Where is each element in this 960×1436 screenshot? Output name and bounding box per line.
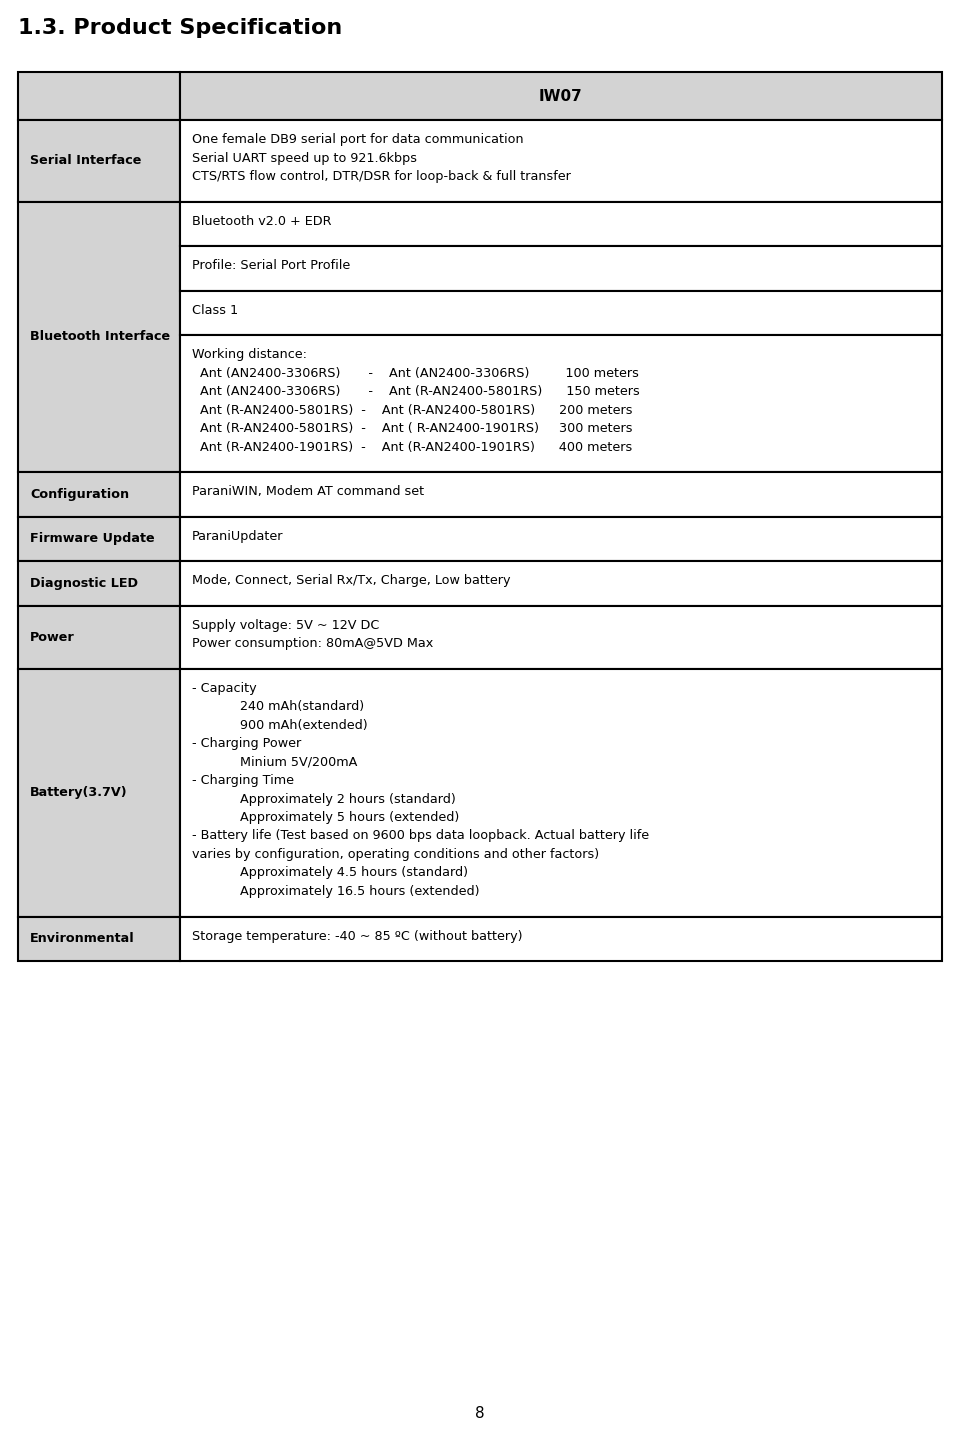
Bar [18, 669, 180, 916]
Text: Ant (AN2400-3306RS)       -    Ant (AN2400-3306RS)         100 meters: Ant (AN2400-3306RS) - Ant (AN2400-3306RS… [192, 366, 638, 379]
Bar [18, 72, 180, 121]
Text: Diagnostic LED: Diagnostic LED [30, 577, 138, 590]
Bar [180, 290, 942, 335]
Bar [18, 201, 180, 472]
Bar [180, 246, 942, 290]
Text: Ant (R-AN2400-1901RS)  -    Ant (R-AN2400-1901RS)      400 meters: Ant (R-AN2400-1901RS) - Ant (R-AN2400-19… [192, 441, 633, 454]
Text: Minium 5V/200mA: Minium 5V/200mA [192, 755, 357, 768]
Text: Ant (R-AN2400-5801RS)  -    Ant ( R-AN2400-1901RS)     300 meters: Ant (R-AN2400-5801RS) - Ant ( R-AN2400-1… [192, 422, 633, 435]
Bar [18, 561, 180, 606]
Bar [180, 669, 942, 916]
Bar [18, 517, 180, 561]
Text: ParaniWIN, Modem AT command set: ParaniWIN, Modem AT command set [192, 485, 424, 498]
Text: Class 1: Class 1 [192, 303, 238, 316]
Text: - Capacity: - Capacity [192, 682, 256, 695]
Text: Approximately 2 hours (standard): Approximately 2 hours (standard) [192, 793, 456, 806]
Bar [180, 72, 942, 121]
Bar [180, 201, 942, 246]
Bar [180, 606, 942, 669]
Text: Bluetooth v2.0 + EDR: Bluetooth v2.0 + EDR [192, 214, 331, 227]
Bar [180, 561, 942, 606]
Text: Firmware Update: Firmware Update [30, 533, 155, 546]
Text: CTS/RTS flow control, DTR/DSR for loop-back & full transfer: CTS/RTS flow control, DTR/DSR for loop-b… [192, 169, 571, 182]
Text: Storage temperature: -40 ~ 85 ºC (without battery): Storage temperature: -40 ~ 85 ºC (withou… [192, 929, 522, 942]
Text: - Battery life (Test based on 9600 bps data loopback. Actual battery life: - Battery life (Test based on 9600 bps d… [192, 830, 649, 843]
Text: varies by configuration, operating conditions and other factors): varies by configuration, operating condi… [192, 849, 599, 862]
Text: 8: 8 [475, 1406, 485, 1422]
Bar [180, 335, 942, 472]
Text: Approximately 16.5 hours (extended): Approximately 16.5 hours (extended) [192, 885, 479, 898]
Text: - Charging Power: - Charging Power [192, 737, 301, 750]
Text: Working distance:: Working distance: [192, 348, 307, 360]
Bar [180, 472, 942, 517]
Text: Configuration: Configuration [30, 488, 130, 501]
Bar [180, 916, 942, 961]
Text: Serial UART speed up to 921.6kbps: Serial UART speed up to 921.6kbps [192, 152, 417, 165]
Text: Battery(3.7V): Battery(3.7V) [30, 785, 128, 798]
Text: Profile: Serial Port Profile: Profile: Serial Port Profile [192, 258, 350, 271]
Text: Ant (R-AN2400-5801RS)  -    Ant (R-AN2400-5801RS)      200 meters: Ant (R-AN2400-5801RS) - Ant (R-AN2400-58… [192, 404, 633, 416]
Text: Bluetooth Interface: Bluetooth Interface [30, 330, 170, 343]
Bar [180, 121, 942, 201]
Text: 900 mAh(extended): 900 mAh(extended) [192, 718, 368, 731]
Bar [18, 916, 180, 961]
Text: One female DB9 serial port for data communication: One female DB9 serial port for data comm… [192, 134, 523, 146]
Text: ParaniUpdater: ParaniUpdater [192, 530, 283, 543]
Text: 240 mAh(standard): 240 mAh(standard) [192, 699, 364, 714]
Text: 1.3. Product Specification: 1.3. Product Specification [18, 19, 343, 37]
Bar [18, 121, 180, 201]
Text: Power: Power [30, 630, 75, 643]
Text: Approximately 5 hours (extended): Approximately 5 hours (extended) [192, 811, 459, 824]
Text: Mode, Connect, Serial Rx/Tx, Charge, Low battery: Mode, Connect, Serial Rx/Tx, Charge, Low… [192, 574, 511, 587]
Text: - Charging Time: - Charging Time [192, 774, 294, 787]
Bar [18, 472, 180, 517]
Text: Environmental: Environmental [30, 932, 134, 945]
Bar [18, 606, 180, 669]
Text: Serial Interface: Serial Interface [30, 154, 141, 167]
Text: Approximately 4.5 hours (standard): Approximately 4.5 hours (standard) [192, 866, 468, 879]
Text: Power consumption: 80mA@5VD Max: Power consumption: 80mA@5VD Max [192, 638, 433, 651]
Text: Supply voltage: 5V ~ 12V DC: Supply voltage: 5V ~ 12V DC [192, 619, 379, 632]
Text: Ant (AN2400-3306RS)       -    Ant (R-AN2400-5801RS)      150 meters: Ant (AN2400-3306RS) - Ant (R-AN2400-5801… [192, 385, 639, 398]
Text: IW07: IW07 [540, 89, 583, 103]
Bar [180, 517, 942, 561]
